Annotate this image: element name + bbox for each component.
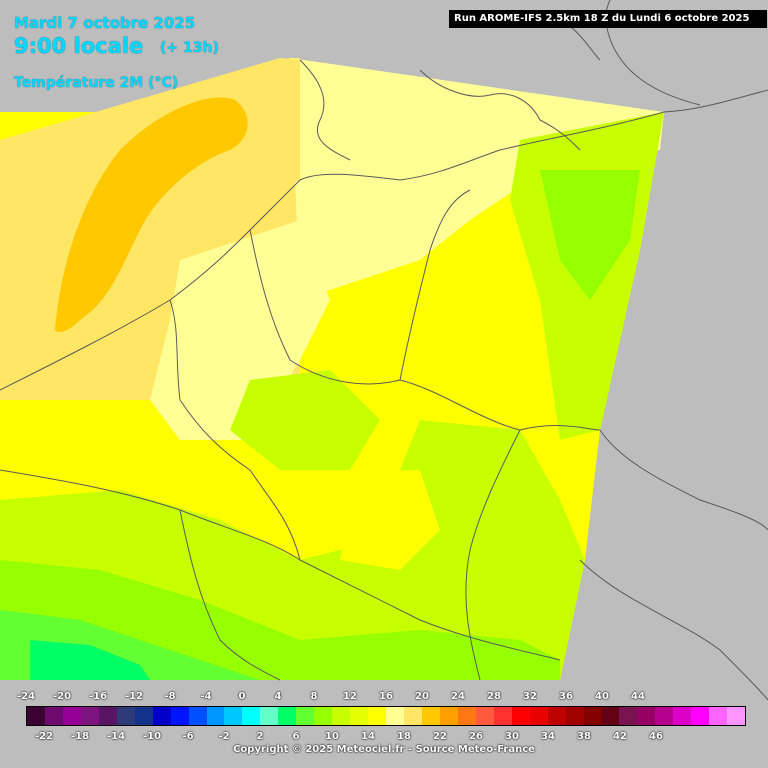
- color-swatch: [601, 707, 620, 725]
- east-green-core: [540, 170, 640, 300]
- central-green-patch: [230, 370, 380, 470]
- scale-label-top: 36: [559, 691, 573, 702]
- top-grey: [0, 0, 664, 112]
- scale-label-bottom: 26: [469, 731, 483, 742]
- scale-label-top: -24: [16, 691, 36, 702]
- scale-label-bottom: -10: [142, 731, 162, 742]
- color-swatch: [206, 707, 225, 725]
- scale-label-top: -12: [124, 691, 144, 702]
- color-swatch: [170, 707, 189, 725]
- color-swatch: [332, 707, 351, 725]
- color-swatch: [80, 707, 99, 725]
- scale-label-bottom: -6: [182, 731, 194, 742]
- alps-cool: [30, 640, 150, 680]
- parameter-title: Température 2M (°C): [14, 75, 179, 91]
- scale-label-bottom: -22: [34, 731, 54, 742]
- scale-label-bottom: 42: [613, 731, 627, 742]
- color-swatch: [350, 707, 369, 725]
- scale-label-bottom: -14: [106, 731, 126, 742]
- scale-label-bottom: 30: [505, 731, 519, 742]
- central-yellow: [340, 470, 440, 570]
- color-swatch: [619, 707, 638, 725]
- color-swatch: [62, 707, 81, 725]
- color-swatch: [547, 707, 566, 725]
- color-swatch: [44, 707, 63, 725]
- scale-label-top: 0: [238, 691, 246, 702]
- scale-label-bottom: 46: [649, 731, 663, 742]
- color-swatch: [152, 707, 171, 725]
- coast-details: [299, 19, 601, 161]
- color-swatch: [224, 707, 243, 725]
- color-swatch: [260, 707, 279, 725]
- color-swatch: [457, 707, 476, 725]
- color-swatch: [134, 707, 153, 725]
- scale-label-top: -8: [164, 691, 176, 702]
- scale-label-top: 16: [379, 691, 393, 702]
- scale-label-bottom: 10: [325, 731, 339, 742]
- scale-label-top: 12: [343, 691, 357, 702]
- color-swatch: [27, 707, 45, 725]
- north-coast-zone: [290, 58, 664, 300]
- scale-label-top: 32: [523, 691, 537, 702]
- scale-label-bottom: 22: [433, 731, 447, 742]
- color-swatch: [386, 707, 405, 725]
- color-swatch: [116, 707, 135, 725]
- borders: [0, 0, 768, 701]
- color-swatch: [673, 707, 692, 725]
- scale-label-bottom: 6: [292, 731, 300, 742]
- scale-label-bottom: 18: [397, 731, 411, 742]
- color-swatch: [655, 707, 674, 725]
- color-swatch: [709, 707, 728, 725]
- color-swatch: [583, 707, 602, 725]
- forecast-offset: (+ 13h): [160, 40, 219, 56]
- color-swatch: [529, 707, 548, 725]
- color-swatch: [439, 707, 458, 725]
- color-swatch: [404, 707, 422, 725]
- scale-label-top: -16: [88, 691, 108, 702]
- scale-label-top: -4: [200, 691, 212, 702]
- color-swatch: [242, 707, 261, 725]
- scale-label-bottom: -2: [218, 731, 230, 742]
- scale-label-top: -20: [52, 691, 72, 702]
- copyright-text: Copyright © 2025 Meteociel.fr - Source M…: [233, 744, 535, 755]
- scale-label-bottom: 14: [361, 731, 375, 742]
- color-swatch: [368, 707, 387, 725]
- color-swatch: [314, 707, 333, 725]
- scale-label-top: 44: [631, 691, 645, 702]
- color-scale: [26, 706, 746, 726]
- color-swatch: [565, 707, 584, 725]
- color-swatch: [296, 707, 315, 725]
- lowlands-pale: [150, 220, 330, 440]
- color-swatch: [727, 707, 746, 725]
- scale-label-top: 4: [274, 691, 282, 702]
- scale-label-bottom: -18: [70, 731, 90, 742]
- sea-warmest-core: [55, 97, 248, 332]
- scale-label-top: 40: [595, 691, 609, 702]
- bohemia-green: [400, 420, 560, 540]
- scale-label-top: 24: [451, 691, 465, 702]
- color-swatch: [511, 707, 530, 725]
- color-swatch: [691, 707, 710, 725]
- scale-label-bottom: 34: [541, 731, 555, 742]
- color-swatch: [493, 707, 512, 725]
- scale-label-top: 20: [415, 691, 429, 702]
- color-swatch: [278, 707, 297, 725]
- color-swatch: [475, 707, 494, 725]
- color-swatch: [421, 707, 440, 725]
- scale-label-top: 28: [487, 691, 501, 702]
- forecast-time: 9:00 locale: [14, 34, 144, 58]
- model-run-label: Run AROME-IFS 2.5km 18 Z du Lundi 6 octo…: [449, 10, 767, 28]
- scale-label-bottom: 2: [256, 731, 264, 742]
- color-swatch: [98, 707, 117, 725]
- scale-label-bottom: 38: [577, 731, 591, 742]
- scale-label-top: 8: [310, 691, 318, 702]
- color-swatch: [188, 707, 207, 725]
- forecast-date: Mardi 7 octobre 2025: [14, 14, 196, 32]
- color-swatch: [637, 707, 656, 725]
